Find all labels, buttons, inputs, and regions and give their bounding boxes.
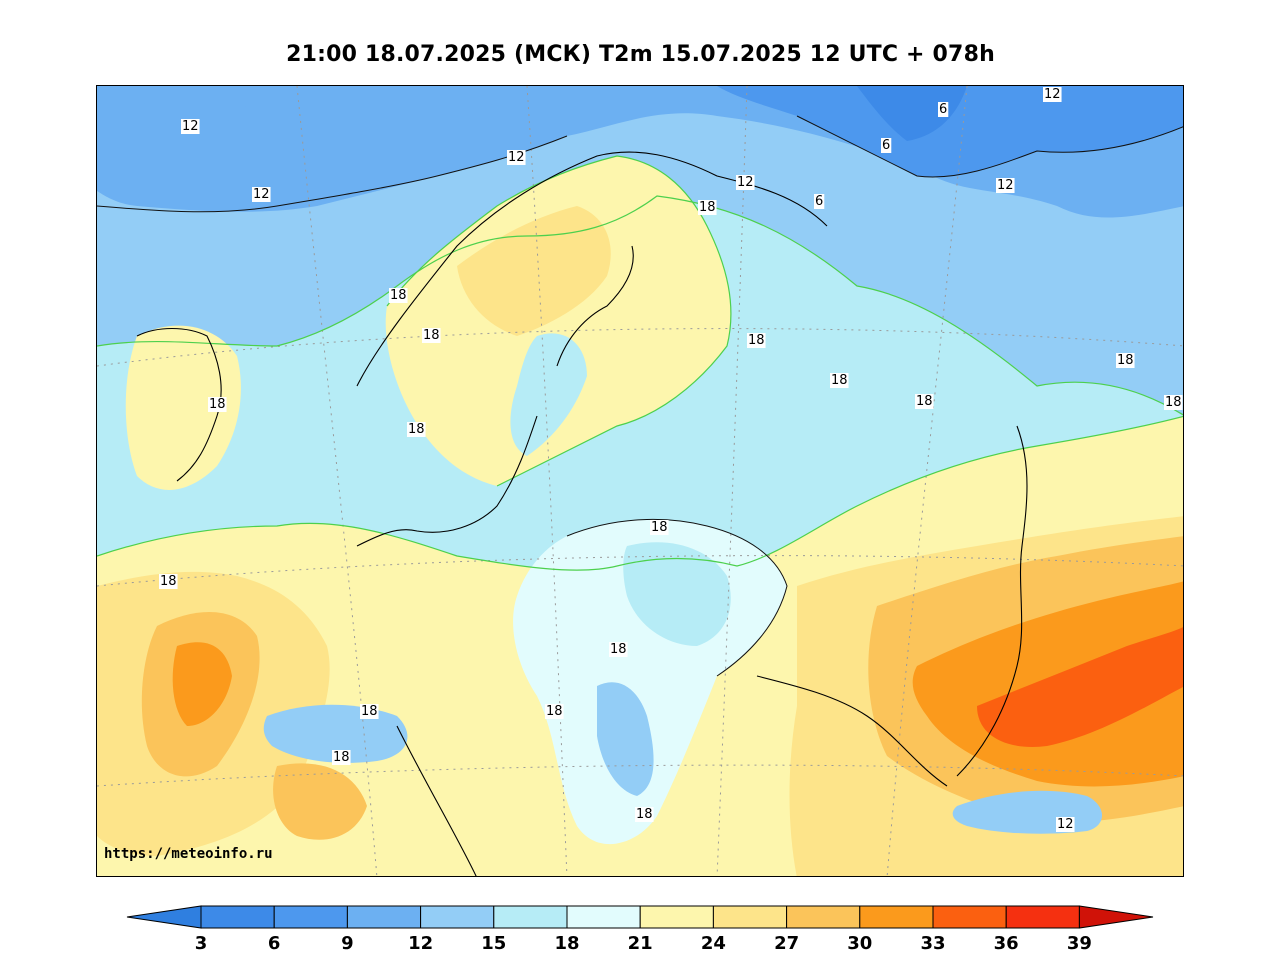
contour-label: 12 (182, 119, 199, 134)
contour-label: 18 (1117, 353, 1134, 368)
central-cold-pocket (597, 682, 654, 796)
colorbar-max-arrow (1078, 905, 1154, 929)
scandinavia-inner-warm (457, 206, 611, 336)
contour-label: 12 (997, 178, 1014, 193)
contour-label: 18 (916, 394, 933, 409)
british-isles-warm (125, 325, 241, 490)
colorbar-cell (566, 905, 641, 929)
colorbar-tick-label: 27 (774, 933, 799, 954)
temperature-map[interactable]: 12 12 12 12 12 12 12 6 6 6 18 18 18 18 1… (96, 85, 1184, 877)
colorbar-tick-label: 33 (920, 933, 945, 954)
france-hot-pocket (172, 642, 232, 726)
contour-label: 18 (361, 704, 378, 719)
colorbar-cell (493, 905, 568, 929)
contour-label: 18 (333, 750, 350, 765)
contour-label: 6 (939, 102, 947, 117)
contour-label: 12 (508, 150, 525, 165)
contours (97, 115, 1183, 677)
contour-label: 18 (423, 328, 440, 343)
colorbar-cell (712, 905, 788, 929)
colorbar-tick-label: 30 (847, 933, 872, 954)
contour-label: 18 (651, 520, 668, 535)
colorbar-cell (639, 905, 714, 929)
colorbar-tick-label: 15 (481, 933, 506, 954)
contour-label: 18 (610, 642, 627, 657)
colorbar-cell (273, 905, 348, 929)
source-credit: https://meteoinfo.ru (104, 846, 273, 862)
colorbar-min-arrow (126, 905, 202, 929)
contour-label: 18 (390, 288, 407, 303)
contour-label: 6 (882, 138, 890, 153)
colorbar-tick-label: 39 (1067, 933, 1092, 954)
isotherms (97, 155, 1183, 571)
colorbar-tick-label: 3 (195, 933, 208, 954)
colorbar-cell (200, 905, 275, 929)
contour-label: 18 (160, 574, 177, 589)
alps-cold (263, 704, 408, 763)
italy-27-30 (273, 763, 367, 840)
sea-band-6-9 (717, 86, 1183, 177)
colorbar-cell (932, 905, 1007, 929)
baltic-sea (510, 333, 587, 456)
contour-label: 12 (1044, 87, 1061, 102)
contour-label: 18 (831, 373, 848, 388)
colorbar-tick-label: 6 (268, 933, 281, 954)
scandinavia-warm-zone (385, 156, 731, 486)
colorbar-tick-label: 36 (994, 933, 1019, 954)
contour-label: 18 (408, 422, 425, 437)
contour-label: 18 (748, 333, 765, 348)
contour-labels: 12 12 12 12 12 12 12 6 6 6 18 18 18 18 1… (159, 87, 1183, 832)
colorbar-cell (420, 905, 495, 929)
contour-label: 12 (1057, 817, 1074, 832)
contour-label: 18 (546, 704, 563, 719)
contour-label: 12 (737, 175, 754, 190)
colorbar-tick-label: 24 (701, 933, 726, 954)
colorbar-tick-label: 12 (408, 933, 433, 954)
barents-cold-core (857, 86, 967, 141)
contour-label: 18 (1165, 395, 1182, 410)
nw-cold-core (137, 86, 257, 131)
hot-zone-33-36 (977, 627, 1183, 747)
colorbar-cell (859, 905, 934, 929)
colorbar-cell (786, 905, 861, 929)
graticule (97, 86, 1183, 876)
contour-label: 18 (209, 397, 226, 412)
contour-label: 6 (815, 194, 823, 209)
colorbar-tick-label: 18 (554, 933, 579, 954)
colorbar-tick-label: 9 (341, 933, 354, 954)
contour-label: 12 (253, 187, 270, 202)
colorbar-tick-label: 21 (628, 933, 653, 954)
contour-label: 18 (636, 807, 653, 822)
central-cool-core (623, 542, 731, 646)
colorbar-cell (346, 905, 422, 929)
colorbar-cell (1005, 905, 1080, 929)
map-title: 21:00 18.07.2025 (МСК) T2m 15.07.2025 12… (286, 42, 995, 67)
contour-label: 18 (699, 200, 716, 215)
